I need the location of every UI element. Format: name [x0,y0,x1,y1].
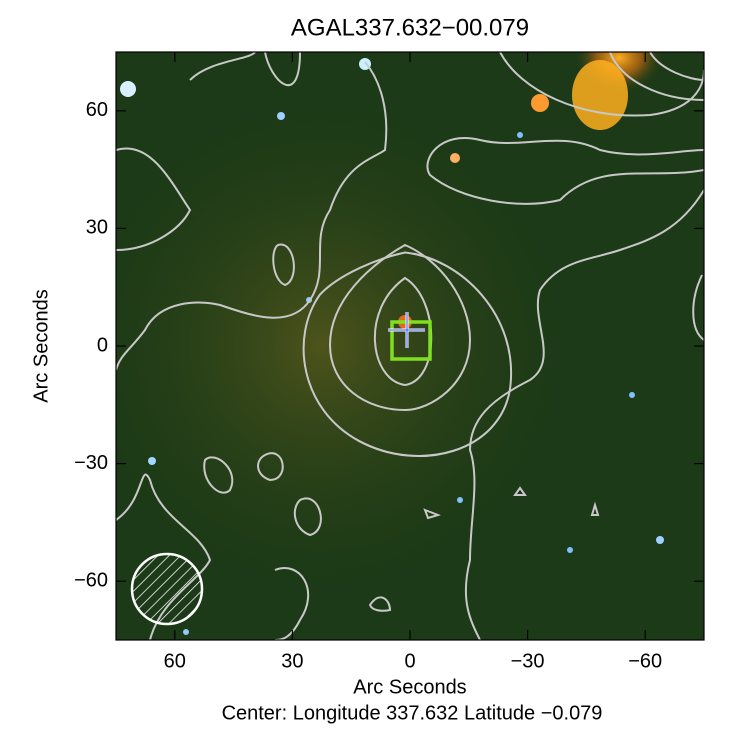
caption: Center: Longitude 337.632 Latitude −0.07… [222,702,603,724]
x-tick-label: −60 [628,650,662,672]
y-tick-label: 30 [86,217,108,239]
x-tick-label: 30 [281,650,303,672]
y-axis-label: Arc Seconds [30,289,52,402]
y-tick-label: 0 [97,334,108,356]
x-tick-label: −30 [511,650,545,672]
chart-title: AGAL337.632−00.079 [291,14,529,41]
axes: 60 30 0 −30 −60 −60 −30 0 30 60 [74,52,704,672]
y-tick-label: 60 [86,99,108,121]
y-tick-label: −30 [74,452,108,474]
x-axis-label: Arc Seconds [353,676,466,698]
x-tick-label: 60 [164,650,186,672]
sky-image [116,52,704,640]
x-tick-label: 0 [404,650,415,672]
y-tick-label: −60 [74,569,108,591]
